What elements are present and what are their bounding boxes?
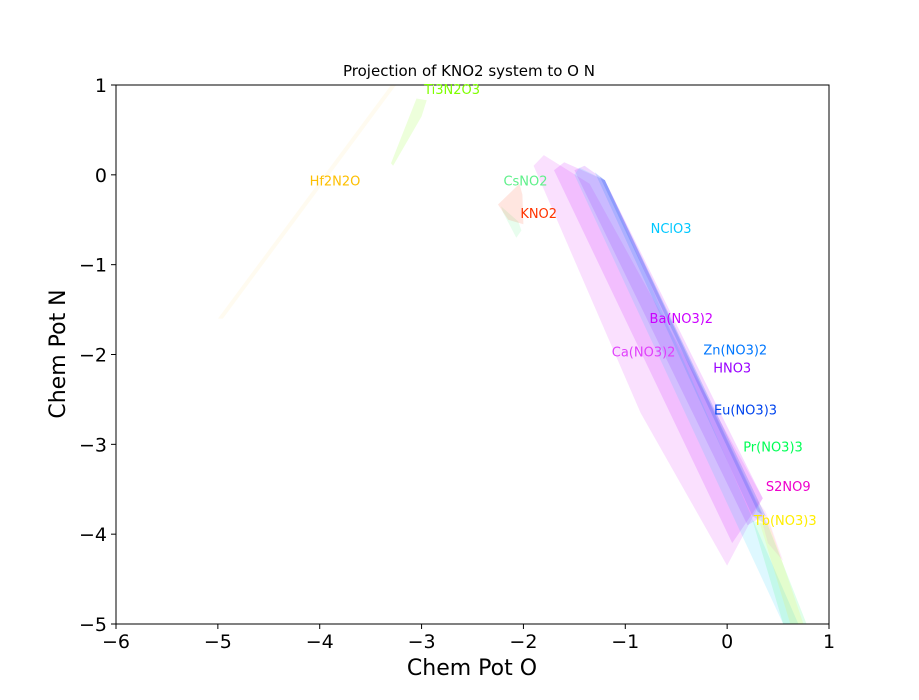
x-tick-label: −6 [102, 631, 130, 653]
region-label-ba-no3-2: Ba(NO3)2 [650, 312, 714, 327]
y-tick-label: −4 [79, 524, 107, 546]
region-label-layer: Hf2N2O Ti3N2O3 CsNO2 KNO2 Ca(NO3)2 Ba(NO3)2 HN… [310, 83, 817, 529]
region-ba-no3-2 [554, 162, 763, 544]
y-tick-label: 0 [95, 165, 107, 187]
x-axis-ticks: −6 −5 −4 −3 −2 −1 0 1 [102, 624, 835, 653]
x-tick-label: −1 [611, 631, 639, 653]
x-tick-label: 0 [721, 631, 733, 653]
region-label-hno3: HNO3 [713, 362, 751, 377]
region-zn-no3-2 [594, 172, 768, 526]
x-tick-label: 1 [823, 631, 835, 653]
y-tick-label: −2 [79, 345, 107, 367]
region-ca-no3-2 [533, 155, 763, 566]
region-tb-no3-3 [757, 516, 804, 624]
region-label-s2no9: S2NO9 [766, 480, 811, 495]
region-eu-no3-3 [599, 176, 766, 517]
region-kno2 [498, 183, 524, 225]
x-axis-label: Chem Pot O [407, 656, 537, 681]
region-ti3n2o3 [391, 98, 427, 166]
y-axis-ticks: −5 −4 −3 −2 −1 0 1 [79, 75, 116, 636]
region-label-zn-no3-2: Zn(NO3)2 [703, 344, 767, 359]
y-axis-label: Chem Pot N [46, 289, 71, 418]
x-tick-label: −4 [306, 631, 334, 653]
region-nclo3 [574, 167, 799, 624]
chart-title: Projection of KNO2 system to O N [343, 62, 595, 80]
y-tick-label: −3 [79, 434, 107, 456]
region-hno3 [574, 165, 763, 526]
y-tick-label: −1 [79, 255, 107, 277]
x-tick-label: −5 [204, 631, 232, 653]
region-label-tb-no3-3: Tb(NO3)3 [753, 514, 817, 529]
region-label-ca-no3-2: Ca(NO3)2 [612, 345, 676, 360]
y-tick-label: 1 [95, 75, 107, 97]
x-tick-label: −3 [408, 631, 436, 653]
region-layer [217, 85, 807, 624]
region-s2no9 [755, 498, 784, 562]
region-pr-no3-3 [752, 520, 807, 624]
region-label-eu-no3-3: Eu(NO3)3 [714, 404, 777, 419]
region-label-pr-no3-3: Pr(NO3)3 [743, 441, 803, 456]
region-label-ti3n2o3: Ti3N2O3 [423, 83, 480, 98]
region-label-csno2: CsNO2 [503, 175, 547, 190]
region-label-kno2: KNO2 [520, 207, 557, 222]
x-tick-label: −2 [509, 631, 537, 653]
y-tick-label: −5 [79, 614, 107, 636]
region-csno2 [501, 206, 522, 238]
region-hf2n2o [217, 85, 397, 319]
region-label-nclo3: NClO3 [651, 222, 692, 237]
region-label-hf2n2o: Hf2N2O [310, 175, 361, 190]
